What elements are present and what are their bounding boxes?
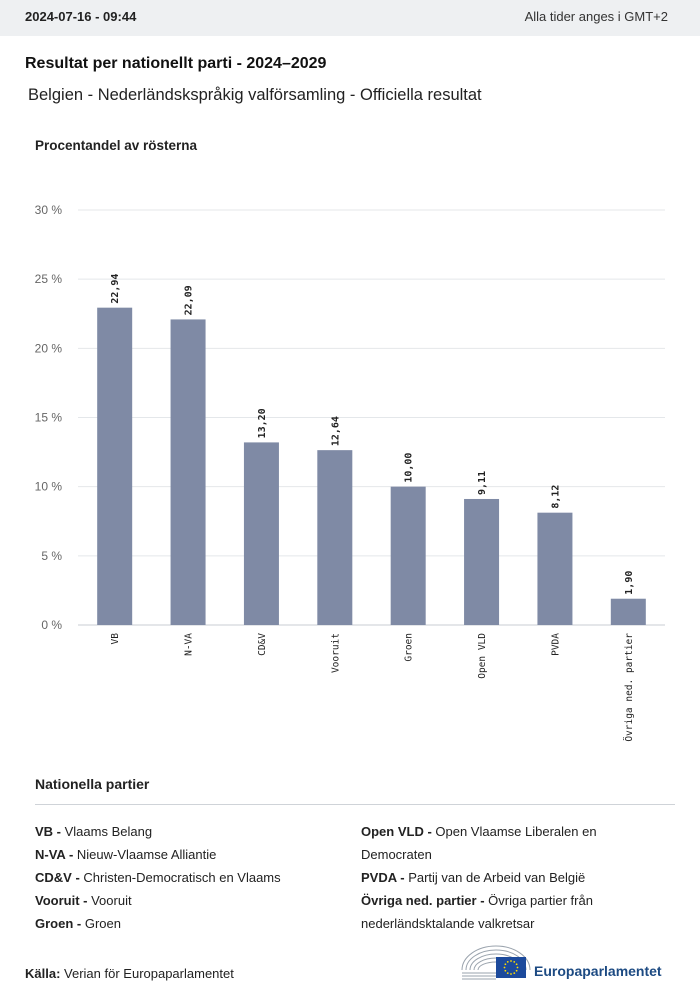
parliament-emblem-icon <box>461 945 531 980</box>
legend-name: Övriga partier från nederländsktalande v… <box>361 893 593 931</box>
legend-abbr: Vooruit - <box>35 893 88 908</box>
source-text: Verian för Europaparlamentet <box>64 966 234 981</box>
logo-text: Europaparlamentet <box>534 963 662 979</box>
legend-abbr: PVDA - <box>361 870 405 885</box>
bar <box>243 442 279 625</box>
top-bar: 2024-07-16 - 09:44 Alla tider anges i GM… <box>0 0 700 36</box>
timezone-note: Alla tider anges i GMT+2 <box>524 9 668 24</box>
bar <box>610 598 646 625</box>
legend-abbr: CD&V - <box>35 870 80 885</box>
legend-name: Partij van de Arbeid van België <box>404 870 586 885</box>
y-tick-label: 25 % <box>35 272 63 286</box>
legend-name: Christen-Democratisch en Vlaams <box>79 870 281 885</box>
chart-subtitle: Belgien - Nederländskspråkig valförsamli… <box>28 86 482 104</box>
y-tick-label: 30 % <box>35 203 63 217</box>
data-label: 8,12 <box>550 485 561 509</box>
legend-name: Open Vlaamse Liberalen en Democraten <box>361 824 597 862</box>
x-tick-label: Open VLD <box>477 633 488 679</box>
source-label: Källa: <box>25 966 61 981</box>
europaparlamentet-logo: Europaparlamentet <box>460 940 680 984</box>
data-label: 12,64 <box>330 416 341 446</box>
x-tick-label: VB <box>110 633 121 645</box>
flag-star-icon <box>506 960 509 963</box>
legend-abbr: N-VA - <box>35 847 74 862</box>
data-label: 13,20 <box>257 408 268 438</box>
legend-column-right: Open VLD - Open Vlaamse Liberalen en Dem… <box>361 820 661 935</box>
flag-star-icon <box>504 969 507 972</box>
y-tick-label: 15 % <box>35 411 63 425</box>
flag-star-icon <box>510 960 512 962</box>
flag-star-icon <box>510 973 512 975</box>
legend-abbr: Övriga ned. partier - <box>361 893 485 908</box>
legend-name: Nieuw-Vlaamse Alliantie <box>73 847 217 862</box>
x-tick-label: Övriga ned. partier <box>624 633 635 742</box>
x-tick-label: Groen <box>404 633 415 662</box>
flag-star-icon <box>516 966 519 969</box>
bar <box>170 319 206 625</box>
flag-star-icon <box>503 966 506 969</box>
data-label: 22,09 <box>184 285 195 315</box>
bar <box>464 498 500 625</box>
x-tick-label: PVDA <box>550 633 561 656</box>
flag-star-icon <box>504 963 507 966</box>
data-label: 9,11 <box>477 471 488 495</box>
y-tick-label: 20 % <box>35 341 63 355</box>
legend-entry: VB - Vlaams Belang <box>35 820 335 843</box>
y-tick-label: 0 % <box>41 618 62 632</box>
source-note: Källa: Verian för Europaparlamentet <box>25 966 234 981</box>
flag-star-icon <box>513 972 516 975</box>
legend-entry: N-VA - Nieuw-Vlaamse Alliantie <box>35 843 335 866</box>
flag-star-icon <box>515 963 518 966</box>
data-label: 10,00 <box>404 453 415 483</box>
x-tick-label: CD&V <box>257 633 268 656</box>
data-label: 22,94 <box>110 274 121 304</box>
legend-abbr: Open VLD - <box>361 824 432 839</box>
legend-entry: Groen - Groen <box>35 912 335 935</box>
y-tick-label: 5 % <box>41 549 62 563</box>
legend-entry: CD&V - Christen-Democratisch en Vlaams <box>35 866 335 889</box>
bar <box>390 486 426 625</box>
legend-title: Nationella partier <box>35 776 150 792</box>
flag-star-icon <box>506 972 509 975</box>
legend-name: Vlaams Belang <box>61 824 153 839</box>
legend-name: Vooruit <box>87 893 132 908</box>
bar <box>317 450 353 625</box>
legend-column-left: VB - Vlaams Belang N-VA - Nieuw-Vlaamse A… <box>35 820 335 935</box>
x-tick-label: Vooruit <box>330 633 341 673</box>
legend-name: Groen <box>81 916 121 931</box>
legend-entry: Vooruit - Vooruit <box>35 889 335 912</box>
legend-entry: Open VLD - Open Vlaamse Liberalen en Dem… <box>361 820 661 866</box>
flag-star-icon <box>513 960 516 963</box>
flag-star-icon <box>515 969 518 972</box>
legend-abbr: VB - <box>35 824 61 839</box>
chart-title: Resultat per nationellt parti - 2024–202… <box>25 55 327 72</box>
legend-divider <box>35 804 675 805</box>
legend-entry: PVDA - Partij van de Arbeid van België <box>361 866 661 889</box>
bar <box>537 512 573 625</box>
legend-abbr: Groen - <box>35 916 82 931</box>
bar-chart: 0 % 5 % 10 % 15 % 20 % 25 % 30 % 22,94 VB 22,09 N-… <box>35 203 665 742</box>
y-tick-label: 10 % <box>35 480 63 494</box>
y-axis-label: Procentandel av rösterna <box>35 138 198 153</box>
bar <box>97 307 133 625</box>
timestamp: 2024-07-16 - 09:44 <box>25 9 137 24</box>
data-label: 1,90 <box>624 571 635 595</box>
x-tick-label: N-VA <box>184 633 195 656</box>
legend-entry: Övriga ned. partier - Övriga partier frå… <box>361 889 661 935</box>
